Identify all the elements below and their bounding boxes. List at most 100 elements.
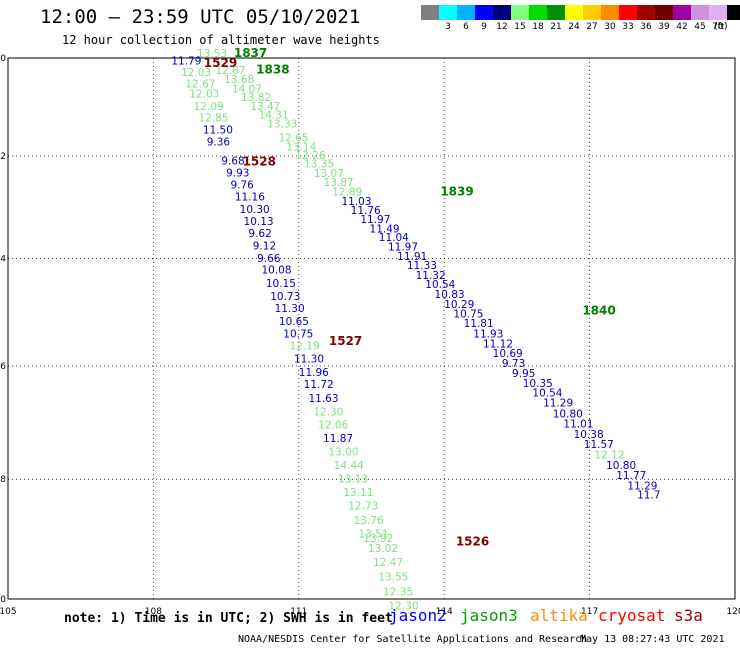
longitude-tick-label: 117 (581, 607, 598, 617)
scale-entry: 70 (709, 5, 727, 32)
wave-height-value: 12.30 (313, 407, 343, 419)
wave-height-value: 12.65 (278, 133, 308, 145)
longitude-tick-label: 120 (726, 607, 740, 617)
wave-height-value: 11.79 (171, 56, 201, 68)
wave-height-value: 14.44 (334, 460, 364, 472)
scale-entry: 21 (547, 5, 565, 32)
wave-height-value: 9.73 (502, 358, 525, 370)
wave-height-value: 12.26 (295, 150, 325, 162)
wave-height-value: 13.33 (267, 119, 297, 131)
wave-height-value: 9.36 (207, 137, 231, 149)
scale-label: 70 (712, 22, 724, 32)
wave-height-value: 11.87 (323, 433, 353, 445)
wave-height-value: 11.96 (299, 367, 329, 379)
pass-number-label: 1529 (204, 56, 237, 70)
wave-height-value: 11.29 (627, 481, 657, 493)
wave-height-value: 13.00 (328, 447, 358, 459)
scale-swatch (727, 5, 740, 20)
scale-swatch (655, 5, 673, 20)
scale-entry: 6 (457, 5, 475, 32)
scale-entry: 18 (529, 5, 547, 32)
wave-height-value: 11.91 (397, 251, 427, 263)
wave-height-value: 10.83 (435, 289, 465, 301)
latitude-tick-label: -56 (0, 362, 6, 372)
scale-entry: 39 (655, 5, 673, 32)
scale-entry: 30 (601, 5, 619, 32)
scale-swatch (691, 5, 709, 20)
wave-height-value: 10.35 (523, 378, 553, 390)
scale-swatch (565, 5, 583, 20)
color-scale-unit: (ft) (714, 22, 728, 32)
wave-height-value: 12.30 (388, 601, 418, 613)
wave-height-value: 11.49 (370, 223, 400, 235)
scale-entry (421, 5, 439, 32)
wave-height-value: 13.68 (224, 74, 254, 86)
wave-height-value: 11.81 (464, 318, 494, 330)
scale-entry: 3 (439, 5, 457, 32)
wave-height-value: 9.66 (257, 253, 281, 265)
wave-height-value: 14.07 (232, 83, 262, 95)
pass-number-label: 1526 (456, 534, 489, 548)
scale-swatch (421, 5, 439, 20)
scale-entry: 45 (691, 5, 709, 32)
map-subtitle: 12 hour collection of altimeter wave hei… (62, 33, 380, 47)
wave-height-value: 10.29 (444, 299, 474, 311)
wave-height-value: 9.12 (253, 241, 276, 253)
wave-height-value: 11.63 (308, 393, 338, 405)
wave-height-value: 9.95 (512, 368, 535, 380)
scale-label: 30 (604, 22, 616, 32)
scale-label: 9 (481, 22, 487, 32)
credit-line: NOAA/NESDIS Center for Satellite Applica… (238, 634, 588, 645)
scale-label: 21 (550, 22, 562, 32)
wave-height-value: 11.72 (304, 379, 334, 391)
wave-height-value: 11.7 (637, 490, 660, 502)
scale-entry: 33 (619, 5, 637, 32)
generation-timestamp: May 13 08:27:43 UTC 2021 (580, 634, 725, 645)
scale-swatch (619, 5, 637, 20)
wave-height-value: 11.12 (483, 338, 513, 350)
wave-height-value: 12.73 (348, 501, 378, 513)
wave-height-value: 14.31 (259, 109, 289, 121)
pass-number-label: 1528 (243, 155, 276, 169)
wave-height-value: 9.62 (248, 228, 271, 240)
scale-swatch (493, 5, 511, 20)
wave-height-value: 12.47 (373, 557, 403, 569)
scale-swatch (583, 5, 601, 20)
map-frame (7, 57, 736, 600)
scale-label: 15 (514, 22, 526, 32)
wave-height-value: 11.76 (351, 205, 381, 217)
longitude-tick-label: 114 (436, 607, 453, 617)
wave-height-value: 12.89 (332, 186, 362, 198)
scale-label: 33 (622, 22, 634, 32)
wave-height-value: 10.65 (279, 316, 309, 328)
scale-label: 24 (568, 22, 580, 32)
wave-height-value: 11.97 (388, 242, 418, 254)
scale-swatch (439, 5, 457, 20)
wave-height-value: 12.85 (198, 113, 228, 125)
latitude-tick-label: -60 (0, 595, 6, 605)
wave-height-value: 10.38 (574, 429, 604, 441)
scale-entry: 9 (475, 5, 493, 32)
wave-height-value: 10.13 (244, 216, 274, 228)
pass-number-label: 1840 (582, 303, 615, 317)
longitude-tick-label: 111 (290, 607, 307, 617)
scale-swatch (529, 5, 547, 20)
wave-height-value: 13.35 (304, 159, 334, 171)
scale-swatch (709, 5, 727, 20)
scale-swatch (637, 5, 655, 20)
wave-height-value: 11.32 (416, 270, 446, 282)
wave-height-value: 11.93 (473, 329, 503, 341)
wave-height-value: 13.87 (324, 177, 354, 189)
wave-height-value: 10.54 (425, 279, 455, 291)
wave-height-value: 13.76 (354, 515, 384, 527)
wave-height-value: 13.55 (378, 572, 408, 584)
wave-height-value: 12.35 (383, 586, 413, 598)
wave-height-value: 13.14 (286, 141, 316, 153)
wave-height-value: 11.16 (235, 192, 265, 204)
map-title: 12:00 – 23:59 UTC 05/10/2021 (40, 6, 361, 28)
wave-height-value: 12.06 (318, 420, 348, 432)
wave-height-value: 11.01 (563, 419, 593, 431)
scale-swatch (547, 5, 565, 20)
wave-height-value: 11.50 (203, 125, 233, 137)
scale-swatch (475, 5, 493, 20)
